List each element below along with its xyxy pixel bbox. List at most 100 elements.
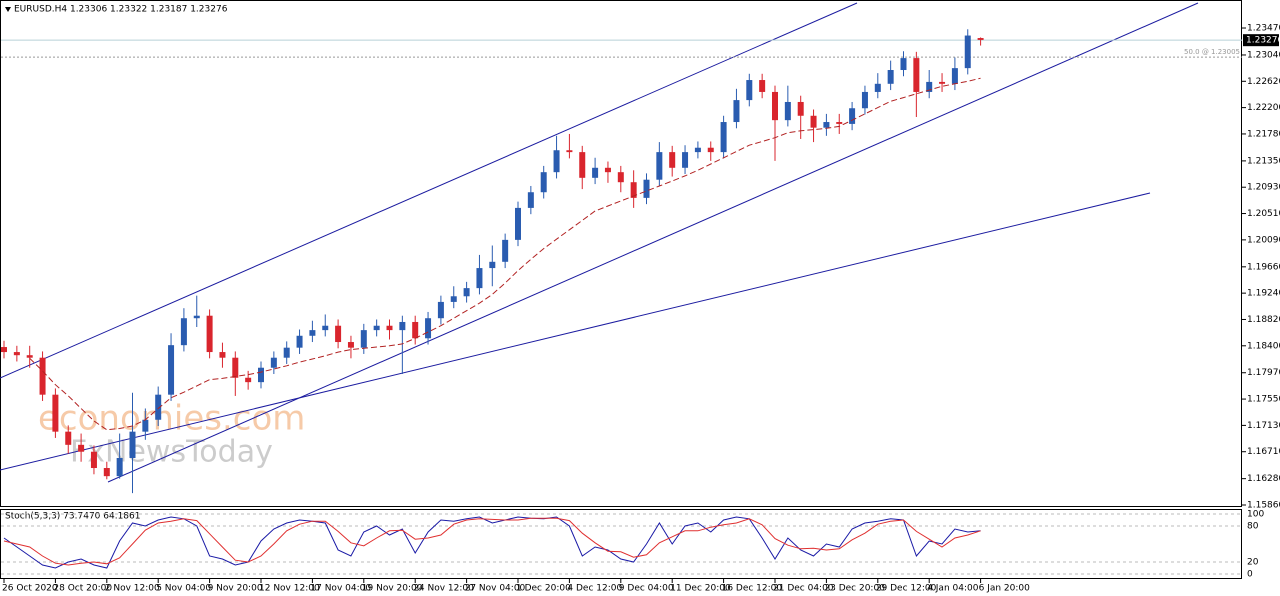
x-tick-label: 5 Nov 04:00 [156, 584, 211, 594]
candle-body [694, 147, 701, 153]
candle-body [65, 431, 72, 445]
trendlines [0, 2, 1199, 483]
x-tick-label: 9 Nov 20:00 [208, 584, 263, 594]
candle-body [206, 315, 213, 353]
y-tick-label: 1.21780 [1247, 129, 1280, 139]
stoch-panel [0, 509, 1242, 579]
candle-body [926, 81, 933, 92]
candle-body [103, 468, 110, 477]
x-tick-label: 12 Nov 12:00 [259, 584, 320, 594]
x-tick-label: 29 Dec 12:00 [876, 584, 937, 594]
candle-body [977, 38, 984, 40]
candle-body [861, 91, 868, 109]
candle-body [90, 451, 97, 469]
candle-body [849, 108, 856, 124]
x-tick-label: 19 Nov 20:00 [362, 584, 423, 594]
candle-body [450, 296, 457, 302]
watermark: economies.com FxNewsToday [38, 399, 305, 470]
candle-body [52, 394, 59, 432]
candle-body [913, 58, 920, 92]
candle-body [116, 457, 123, 477]
candle-body [386, 325, 393, 331]
candle-body [784, 101, 791, 121]
candle-body [412, 321, 419, 339]
candle-body [283, 347, 290, 358]
candle-body [270, 357, 277, 368]
candle-body [887, 70, 894, 84]
y-tick-label: 1.22200 [1247, 103, 1280, 113]
candle-body [643, 179, 650, 198]
candle-body [296, 335, 303, 348]
y-tick-label: 1.19240 [1247, 289, 1280, 299]
chart-title: EURUSD.H4 1.23306 1.23322 1.23187 1.2327… [14, 5, 228, 15]
candle-body [489, 261, 496, 269]
candle-body [772, 91, 778, 121]
y-tick-label: 1.20090 [1247, 235, 1280, 245]
candle-body [26, 355, 33, 358]
x-tick-label: 17 Nov 04:00 [310, 584, 371, 594]
candle-body [437, 301, 444, 319]
candle-body [759, 80, 766, 92]
candle-body [797, 101, 804, 116]
x-tick-label: 11 Dec 20:00 [670, 584, 731, 594]
last-price-box [1243, 34, 1279, 47]
candle-body [425, 318, 432, 339]
candle-body [39, 357, 46, 395]
trendline [0, 192, 1151, 471]
candle-body [129, 431, 136, 458]
candle-body [939, 81, 946, 84]
candle-body [682, 152, 689, 168]
y-tick-label: 1.21350 [1247, 156, 1280, 166]
moving-average [29, 77, 981, 431]
x-tick-label: 28 Oct 20:00 [53, 584, 112, 594]
y-tick-label: 1.22620 [1247, 77, 1280, 87]
y-tick-label: 1.23470 [1247, 24, 1280, 34]
candle-body [553, 150, 560, 173]
candle-body [604, 167, 611, 173]
candle-body [836, 122, 843, 124]
x-tick-label: 26 Oct 2020 [2, 584, 58, 594]
candle-body [193, 315, 200, 319]
candle-body [515, 207, 521, 240]
candle-body [155, 394, 162, 420]
candle-body [335, 325, 342, 343]
y-tick-label: 1.18400 [1247, 341, 1280, 351]
candle-body [951, 68, 958, 84]
y-tick-label: 100 [1247, 510, 1264, 520]
x-tick-label: 1 Dec 20:00 [516, 584, 571, 594]
dropdown-icon [5, 7, 11, 12]
candle-body [142, 419, 149, 432]
stoch-title: Stoch(5,3,3) 73.7470 64.1861 [5, 512, 140, 522]
x-tick-label: 4 Jan 04:00 [927, 584, 979, 594]
candle-body [168, 345, 175, 395]
candle-body [579, 152, 586, 178]
candle-body [13, 352, 20, 356]
y-tick-label: 1.20510 [1247, 209, 1280, 219]
y-tick-label: 1.17130 [1247, 421, 1280, 431]
candle-body [373, 325, 380, 331]
candle-body [720, 122, 727, 153]
candle-body [78, 444, 85, 452]
candle-body [733, 100, 740, 123]
y-tick-label: 1.17550 [1247, 395, 1280, 405]
candle-body [810, 115, 817, 128]
candle-body [309, 330, 316, 336]
watermark-text: economies.com [38, 399, 305, 439]
y-tick-label: 1.18820 [1247, 315, 1280, 325]
y-tick-label: 0 [1247, 570, 1253, 580]
y-tick-label: 80 [1247, 522, 1259, 532]
candle-body [360, 330, 367, 348]
candle-body [245, 377, 252, 383]
x-tick-label: 21 Dec 04:00 [773, 584, 834, 594]
candle-body [630, 182, 637, 198]
y-tick-label: 1.15860 [1247, 500, 1280, 510]
watermark-text: FxNewsToday [70, 435, 273, 470]
candle-body [900, 58, 907, 71]
candle-body [964, 35, 971, 69]
y-tick-label: 1.20930 [1247, 183, 1280, 193]
candle-body [232, 357, 239, 378]
candle-body [347, 342, 354, 348]
candle-body [258, 367, 264, 383]
